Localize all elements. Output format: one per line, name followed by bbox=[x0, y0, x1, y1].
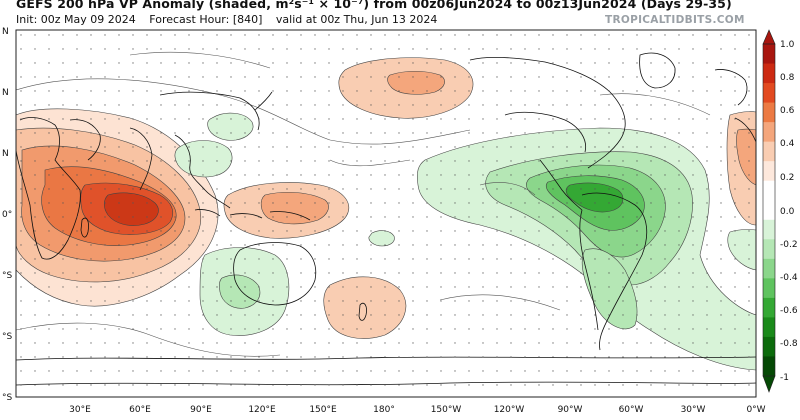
colorbar-label: -0.4 bbox=[780, 273, 798, 283]
lat-label: °S bbox=[2, 332, 13, 342]
colorbar-label: 0.8 bbox=[780, 73, 795, 83]
init-time: Init: 00z May 09 2024 bbox=[16, 13, 136, 26]
longitude-labels: 30°E 60°E 90°E 120°E 150°E 180° 150°W 12… bbox=[69, 405, 765, 415]
colorbar-segment bbox=[763, 219, 775, 240]
colorbar-segment bbox=[763, 44, 775, 65]
lon-label: 30°E bbox=[69, 405, 91, 415]
watermark: TROPICALTIDBITS.COM bbox=[605, 14, 745, 26]
valid-time: valid at 00z Thu, Jun 13 2024 bbox=[275, 13, 438, 26]
lon-label: 60°W bbox=[619, 405, 644, 415]
colorbar-segment bbox=[763, 239, 775, 260]
colorbar-segment bbox=[763, 258, 775, 279]
lat-label: N bbox=[2, 27, 9, 37]
colorbar-segment bbox=[763, 317, 775, 338]
lon-label: 180° bbox=[373, 405, 395, 415]
colorbar-label: 0.4 bbox=[780, 139, 795, 149]
colorbar-label: 0.2 bbox=[780, 173, 794, 183]
lat-label: N bbox=[2, 149, 9, 159]
colorbar-frame bbox=[762, 43, 776, 377]
colorbar-top-arrow bbox=[762, 29, 776, 45]
colorbar-label: 0.0 bbox=[780, 207, 795, 217]
lon-label: 150°W bbox=[431, 405, 462, 415]
forecast-hour: Forecast Hour: [840] bbox=[149, 13, 263, 26]
colorbar-segment bbox=[763, 336, 775, 357]
colorbar-segment bbox=[763, 200, 775, 221]
colorbar-bottom-arrow bbox=[762, 375, 776, 393]
lat-label: 0° bbox=[2, 210, 12, 220]
colorbar-segment bbox=[763, 297, 775, 318]
colorbar-label: -0.2 bbox=[780, 240, 798, 250]
lon-label: 150°E bbox=[309, 405, 337, 415]
map-area bbox=[16, 30, 756, 397]
lat-label: °S bbox=[2, 271, 13, 281]
lat-label: °S bbox=[2, 393, 13, 403]
colorbar-segments bbox=[763, 44, 775, 377]
lon-label: 0°W bbox=[746, 405, 765, 415]
colorbar: 1.0 0.8 0.6 0.4 0.2 0.0 -0.2 -0.4 -0.6 -… bbox=[762, 29, 798, 393]
colorbar-label: -0.8 bbox=[780, 339, 798, 349]
lon-label: 30°W bbox=[681, 405, 706, 415]
colorbar-segment bbox=[763, 102, 775, 123]
lon-label: 60°E bbox=[129, 405, 151, 415]
lon-label: 120°E bbox=[248, 405, 276, 415]
map-border bbox=[15, 29, 757, 398]
colorbar-segment bbox=[763, 122, 775, 143]
colorbar-segment bbox=[763, 63, 775, 84]
colorbar-segment bbox=[763, 141, 775, 162]
colorbar-segment bbox=[763, 161, 775, 182]
colorbar-label: -0.6 bbox=[780, 306, 798, 316]
colorbar-segment bbox=[763, 180, 775, 201]
colorbar-segment bbox=[763, 278, 775, 299]
lon-label: 120°W bbox=[494, 405, 525, 415]
map-title: GEFS 200 hPa VP Anomaly (shaded, m²s⁻¹ ×… bbox=[16, 0, 732, 11]
lat-label: N bbox=[2, 88, 9, 98]
lon-label: 90°W bbox=[558, 405, 583, 415]
colorbar-label: 0.6 bbox=[780, 106, 795, 116]
lon-label: 90°E bbox=[190, 405, 212, 415]
colorbar-label: 1.0 bbox=[780, 40, 795, 50]
grid-dots bbox=[16, 30, 756, 397]
colorbar-label: -1 bbox=[780, 373, 789, 383]
colorbar-segment bbox=[763, 356, 775, 377]
forecast-info: Init: 00z May 09 2024 Forecast Hour: [84… bbox=[16, 13, 447, 26]
latitude-labels: N N N 0° °S °S °S bbox=[2, 27, 13, 403]
colorbar-segment bbox=[763, 83, 775, 104]
